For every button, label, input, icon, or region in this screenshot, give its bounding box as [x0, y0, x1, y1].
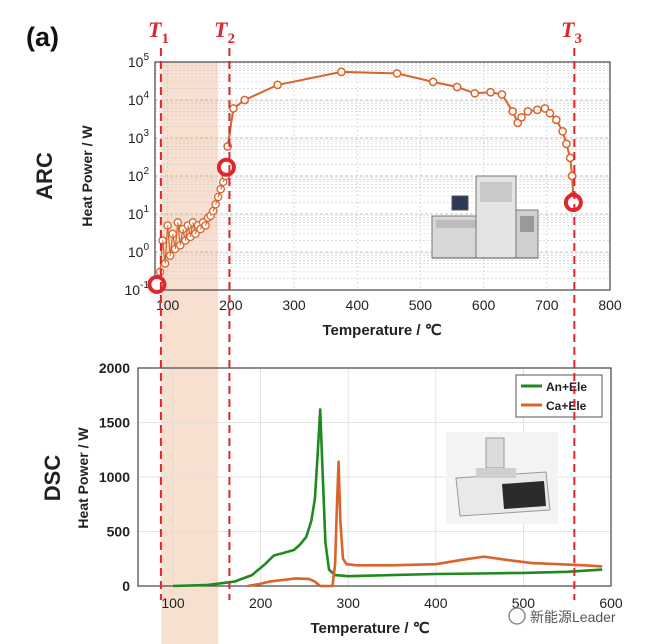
arc-point	[486, 87, 495, 97]
arc-y-tick-label: 101	[128, 204, 150, 222]
dsc-plot-frame	[137, 367, 612, 587]
arc-point	[229, 104, 238, 113]
dsc-x-tick-label: 300	[337, 595, 361, 611]
arc-y-tick-label: 104	[128, 90, 150, 108]
arc-y-tick-label: 10-1	[125, 280, 150, 298]
arc-series-line	[226, 70, 575, 196]
dsc-x-tick-label: 400	[424, 595, 448, 611]
dsc-x-tick-label: 500	[512, 595, 536, 611]
arc-early-segment	[167, 225, 171, 256]
arc-point	[551, 115, 561, 125]
arc-panel: 10-1 100 101 102 103 104 105 100 200 300 400 500 60…	[32, 52, 622, 339]
arc-point	[392, 69, 402, 78]
dsc-x-tick-labels: 100 200 300 400 500 600	[161, 595, 623, 611]
arc-point	[545, 108, 555, 118]
dsc-y-tick-label: 1000	[99, 469, 130, 485]
arc-point	[337, 67, 346, 77]
arc-y-tick-labels: 10-1 100 101 102 103 104 105	[125, 52, 150, 298]
arc-point	[532, 105, 542, 115]
dsc-y-tick-labels: 0 500 1000 1500 2000	[99, 360, 130, 594]
arc-early-segment	[174, 222, 179, 250]
arc-early-point	[211, 200, 220, 209]
dsc-instrument-photo	[446, 432, 558, 524]
arc-y-tick-label: 100	[128, 242, 150, 260]
arc-side-label: ARC	[32, 152, 57, 200]
arc-x-tick-label: 800	[598, 297, 622, 313]
legend-label-an-ele: An+Ele	[546, 380, 587, 394]
arc-x-tick-label: 600	[472, 297, 496, 313]
arc-point	[517, 112, 526, 122]
early-region-band	[161, 62, 219, 644]
wechat-icon	[508, 607, 526, 625]
arc-early-segment	[164, 225, 169, 264]
arc-x-tick-label: 700	[535, 297, 559, 313]
dsc-x-tick-label: 100	[161, 595, 185, 611]
arc-x-tick-label: 500	[409, 297, 433, 313]
arc-point	[567, 171, 577, 181]
arc-data	[147, 67, 583, 294]
arc-highlight-point	[147, 274, 167, 294]
dsc-y-axis-title: Heat Power / W	[75, 427, 91, 529]
arc-y-tick-label: 103	[128, 128, 150, 146]
arc-x-tick-label: 400	[346, 297, 370, 313]
arc-x-tick-label: 100	[156, 297, 180, 313]
arc-y-tick-label: 102	[128, 166, 150, 184]
dsc-data	[172, 408, 603, 588]
dsc-x-tick-label: 600	[599, 595, 623, 611]
arc-x-tick-labels: 100 200 300 400 500 600 700 800	[156, 297, 622, 313]
arc-point	[428, 77, 438, 87]
dsc-y-tick-label: 2000	[99, 360, 130, 376]
arc-x-axis-title: Temperature / ℃	[322, 322, 441, 339]
arc-highlight-point	[216, 157, 236, 177]
arc-y-tick-label: 105	[128, 52, 150, 70]
dsc-y-tick-label: 0	[122, 578, 130, 594]
arc-point	[523, 107, 533, 116]
t1-label: T1	[148, 17, 169, 47]
arc-instrument-photo	[431, 175, 539, 259]
dsc-legend: An+Ele Ca+Ele	[515, 374, 603, 418]
arc-plot-frame	[154, 61, 611, 291]
dsc-x-axis-title: Temperature / ℃	[310, 620, 429, 637]
dsc-y-tick-label: 1500	[99, 415, 130, 431]
arc-point	[452, 82, 462, 92]
arc-x-tick-label: 300	[282, 297, 306, 313]
dsc-series-line-ca-ele	[247, 460, 603, 588]
arc-point	[497, 90, 507, 99]
arc-y-axis-title: Heat Power / W	[79, 125, 95, 227]
arc-point	[562, 139, 571, 149]
watermark: 新能源Leader	[508, 607, 616, 625]
arc-point	[240, 95, 250, 105]
arc-point	[540, 104, 550, 113]
arc-point	[273, 80, 282, 90]
legend-box	[515, 374, 603, 418]
t3-label: T3	[561, 17, 582, 47]
arc-point	[565, 153, 575, 163]
arc-x-tick-label: 200	[219, 297, 243, 313]
dsc-side-label: DSC	[40, 455, 65, 502]
arc-point	[470, 88, 480, 98]
t2-label: T2	[214, 17, 235, 47]
arc-point	[508, 107, 518, 116]
arc-early-point	[213, 192, 223, 202]
arc-point	[558, 126, 567, 136]
dsc-y-tick-label: 500	[107, 524, 131, 540]
watermark-text: 新能源Leader	[530, 609, 616, 625]
dsc-x-tick-label: 200	[249, 595, 273, 611]
dsc-series-line-an-ele	[172, 408, 603, 588]
panel-label: (a)	[26, 22, 59, 52]
legend-label-ca-ele: Ca+Ele	[546, 399, 587, 413]
